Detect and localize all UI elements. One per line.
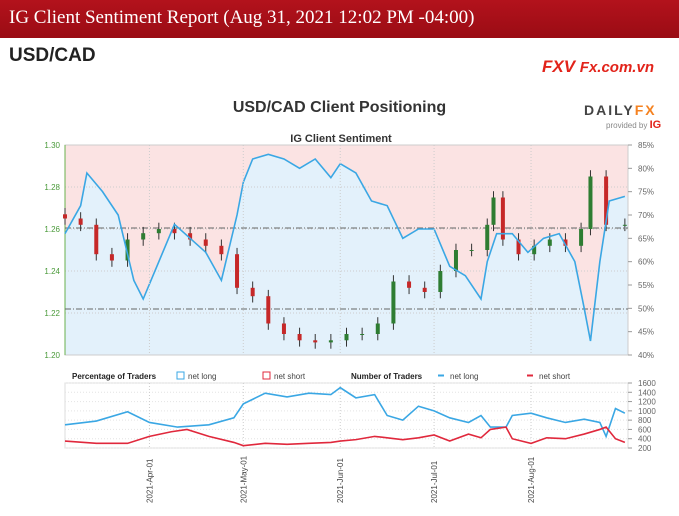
lower-right-axis-tick: 1200 xyxy=(638,398,656,407)
right-axis-tick: 55% xyxy=(638,281,654,290)
net-long-pct-line xyxy=(64,153,626,342)
legend-pct-short: net short xyxy=(274,372,306,381)
candle-body xyxy=(360,334,365,335)
x-axis-tick: 2021-Jul-01 xyxy=(430,460,439,503)
candle-body xyxy=(94,224,99,255)
candle-body xyxy=(313,340,318,343)
candle-body xyxy=(547,239,552,246)
candle-body xyxy=(203,239,208,246)
candle-body xyxy=(588,176,593,229)
candle-body xyxy=(63,214,67,219)
report-title: IG Client Sentiment Report (Aug 31, 2021… xyxy=(9,7,475,28)
lower-right-axis-tick: 800 xyxy=(638,416,652,425)
candle-body xyxy=(328,340,333,343)
candle-body xyxy=(563,239,568,246)
right-axis-tick: 65% xyxy=(638,234,654,243)
logo-site: Fx.com.vn xyxy=(579,59,654,76)
ig-logo: IG xyxy=(649,119,662,131)
candle-body xyxy=(407,281,412,288)
candle-body xyxy=(281,323,286,334)
right-axis-tick: 75% xyxy=(638,188,654,197)
candle-body xyxy=(422,287,427,292)
right-axis-tick: 45% xyxy=(638,328,654,337)
chart-title: USD/CAD Client Positioning xyxy=(232,99,447,116)
candle-body xyxy=(344,334,349,341)
candle-body xyxy=(491,197,496,225)
left-axis-tick: 1.28 xyxy=(44,183,60,192)
dailyfx-logo-b: FX xyxy=(634,102,657,118)
legend-pct-long: net long xyxy=(188,372,216,381)
legend-pct-long-swatch xyxy=(176,371,185,380)
candle-body xyxy=(469,250,474,251)
candle-body xyxy=(604,176,609,225)
provided-by-text: provided by xyxy=(606,121,648,130)
lower-right-axis-tick: 1000 xyxy=(638,407,656,416)
lower-right-axis-tick: 1600 xyxy=(638,379,656,388)
x-axis-tick: 2021-Jun-01 xyxy=(336,458,345,503)
candle-body xyxy=(250,287,255,297)
right-axis-tick: 50% xyxy=(638,304,654,313)
candle-body xyxy=(453,250,458,271)
candle-body xyxy=(172,229,177,234)
lower-right-axis-tick: 1400 xyxy=(638,388,656,397)
right-axis-tick: 60% xyxy=(638,258,654,267)
legend-num-long: net long xyxy=(450,372,478,381)
candle-body xyxy=(266,296,271,324)
lower-right-axis-tick: 200 xyxy=(638,444,652,453)
left-axis-tick: 1.26 xyxy=(44,225,60,234)
provided-by: provided by IG xyxy=(606,119,661,131)
x-axis-tick: 2021-May-01 xyxy=(239,455,248,503)
lower-plot-frame xyxy=(64,382,629,449)
candle-body xyxy=(156,229,161,234)
legend-num-short: net short xyxy=(539,372,571,381)
right-axis-tick: 40% xyxy=(638,351,654,360)
pair-title: USD/CAD xyxy=(9,45,96,66)
left-axis-tick: 1.30 xyxy=(44,141,60,150)
candle-body xyxy=(500,197,505,240)
legend-pct-label: Percentage of Traders xyxy=(72,372,157,381)
fxcomvn-logo: FXV Fx.com.vn xyxy=(542,57,654,77)
candle-body xyxy=(141,233,146,240)
lower-right-axis-tick: 400 xyxy=(638,435,652,444)
left-axis-tick: 1.24 xyxy=(44,267,60,276)
candle-body xyxy=(622,224,627,226)
dailyfx-logo: DAILYFX xyxy=(584,102,657,118)
x-axis-tick: 2021-Apr-01 xyxy=(145,458,154,503)
candle-body xyxy=(579,229,584,246)
candle-body xyxy=(125,239,130,261)
net-long-area xyxy=(65,154,628,355)
candle-body xyxy=(297,334,302,341)
candle-body xyxy=(188,233,193,240)
legend-pct-short-swatch xyxy=(262,371,271,380)
traders-net-short-line xyxy=(64,426,626,447)
x-axis-tick: 2021-Aug-01 xyxy=(527,456,536,503)
candle-body xyxy=(375,323,380,334)
chart-subtitle: IG Client Sentiment xyxy=(290,133,392,145)
report-header: IG Client Sentiment Report (Aug 31, 2021… xyxy=(0,0,679,38)
left-axis-tick: 1.20 xyxy=(44,351,60,360)
candle-body xyxy=(235,254,240,288)
candle-body xyxy=(516,239,521,255)
candle-body xyxy=(109,254,114,261)
legend-num-label: Number of Traders xyxy=(351,372,423,381)
left-axis-tick: 1.22 xyxy=(44,309,60,318)
candle-body xyxy=(391,281,396,324)
dailyfx-logo-a: DAILY xyxy=(584,102,635,118)
right-axis-tick: 85% xyxy=(638,141,654,150)
logo-brand: FXV xyxy=(542,57,576,76)
right-axis-tick: 70% xyxy=(638,211,654,220)
candle-body xyxy=(438,271,443,292)
traders-net-long-line xyxy=(64,386,626,439)
candle-body xyxy=(219,245,224,255)
candle-body xyxy=(485,224,490,250)
candle-body xyxy=(532,245,537,255)
right-axis-tick: 80% xyxy=(638,164,654,173)
lower-right-axis-tick: 600 xyxy=(638,425,652,434)
candle-body xyxy=(78,218,83,225)
